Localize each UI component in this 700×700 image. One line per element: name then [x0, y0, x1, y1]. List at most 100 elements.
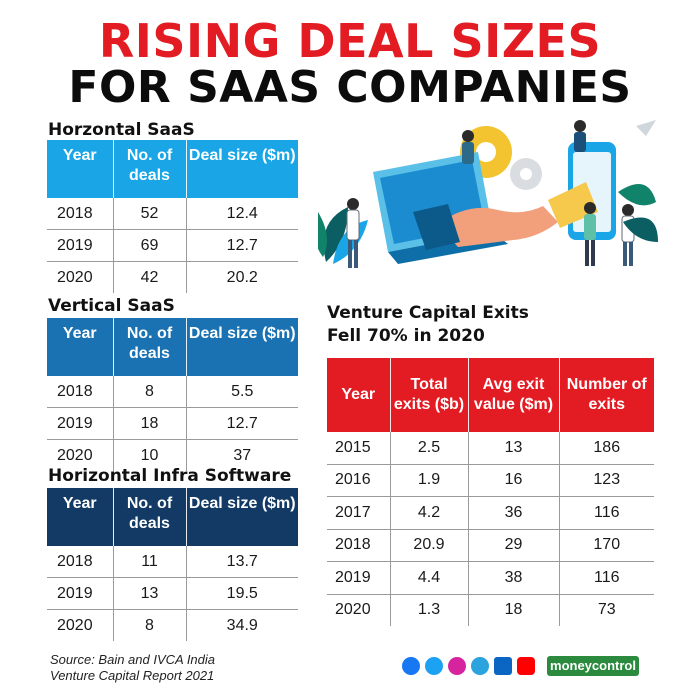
- table-row: 2018 8 5.5: [47, 376, 298, 408]
- horizontal-infra-heading: Horizontal Infra Software: [48, 466, 292, 486]
- column-header: Deal size ($m): [186, 318, 298, 376]
- deals-cell: 10: [113, 439, 187, 471]
- year-cell: 2020: [47, 261, 114, 293]
- year-cell: 2019: [47, 229, 114, 262]
- column-header: Number of exits: [559, 358, 654, 432]
- handshake-illustration: [318, 120, 658, 268]
- telegram-icon[interactable]: [471, 657, 489, 675]
- column-header: Year: [327, 358, 391, 432]
- instagram-icon[interactable]: [448, 657, 466, 675]
- deal-size-cell: 12.7: [186, 407, 298, 440]
- table-row: 2018 20.9 29 170: [327, 529, 654, 562]
- horizontal-infra-table: Year No. of deals Deal size ($m) 2018 11…: [47, 488, 298, 641]
- facebook-icon[interactable]: [402, 657, 420, 675]
- year-cell: 2018: [327, 529, 391, 562]
- total-exits-cell: 4.4: [390, 561, 469, 595]
- column-header: Year: [47, 488, 114, 546]
- deals-cell: 11: [113, 546, 187, 578]
- table-row: 2019 69 12.7: [47, 229, 298, 262]
- year-cell: 2020: [47, 439, 114, 471]
- source-line-1: Source: Bain and IVCA India: [50, 652, 216, 667]
- total-exits-cell: 1.3: [390, 594, 469, 626]
- youtube-icon[interactable]: [517, 657, 535, 675]
- table-row: 2020 8 34.9: [47, 609, 298, 641]
- page-title-line-1: RISING DEAL SIZES: [98, 14, 602, 68]
- source-line-2: Venture Capital Report 2021: [50, 668, 215, 683]
- table-row: 2020 42 20.2: [47, 261, 298, 293]
- horizontal-saas-table: Year No. of deals Deal size ($m) 2018 52…: [47, 140, 298, 293]
- column-header: Total exits ($b): [390, 358, 469, 432]
- source-note: Source: Bain and IVCA India Venture Capi…: [50, 652, 215, 684]
- table-row: 2019 13 19.5: [47, 577, 298, 610]
- year-cell: 2020: [47, 609, 114, 641]
- venture-exits-heading: Venture Capital Exits Fell 70% in 2020: [327, 302, 529, 348]
- table-row: 2016 1.9 16 123: [327, 464, 654, 497]
- table-row: 2017 4.2 36 116: [327, 496, 654, 530]
- table-row: 2018 11 13.7: [47, 546, 298, 578]
- deal-size-cell: 19.5: [186, 577, 298, 610]
- column-header: Year: [47, 140, 114, 198]
- deal-size-cell: 34.9: [226, 616, 258, 634]
- avg-exit-value-cell: 36: [468, 496, 560, 530]
- avg-exit-value-cell: 38: [468, 561, 560, 595]
- table-row: 2019 4.4 38 116: [327, 561, 654, 595]
- column-header: No. of deals: [113, 140, 187, 198]
- column-header: Deal size ($m): [186, 488, 298, 546]
- deals-cell: 18: [113, 407, 187, 440]
- year-cell: 2020: [327, 594, 391, 626]
- twitter-icon[interactable]: [425, 657, 443, 675]
- deal-size-cell: 12.7: [186, 229, 298, 262]
- total-exits-cell: 4.2: [390, 496, 469, 530]
- column-header: Avg exit value ($m): [468, 358, 560, 432]
- deal-size-cell: 12.4: [186, 198, 298, 230]
- venture-exits-heading-line-2: Fell 70% in 2020: [327, 326, 485, 346]
- year-cell: 2019: [47, 577, 114, 610]
- table-row: 2018 52 12.4: [47, 198, 298, 230]
- avg-exit-value-cell: 13: [468, 432, 560, 465]
- venture-exits-heading-line-1: Venture Capital Exits: [327, 303, 529, 323]
- vertical-saas-table: Year No. of deals Deal size ($m) 2018 8 …: [47, 318, 298, 471]
- avg-exit-value-cell: 29: [468, 529, 560, 562]
- deal-size-cell: 20.2: [226, 268, 258, 286]
- total-exits-cell: 20.9: [390, 529, 469, 562]
- plant-leaves-left: [318, 207, 368, 264]
- linkedin-icon[interactable]: [494, 657, 512, 675]
- number-of-exits-cell: 116: [559, 561, 654, 595]
- deal-size-cell: 37: [233, 446, 252, 464]
- deals-cell: 13: [113, 577, 187, 610]
- moneycontrol-logo: moneycontrol: [547, 656, 639, 676]
- table-row: 2019 18 12.7: [47, 407, 298, 440]
- venture-exits-table: Year Total exits ($b) Avg exit value ($m…: [327, 358, 654, 626]
- total-exits-cell: 1.9: [390, 464, 469, 497]
- year-cell: 2015: [327, 432, 391, 465]
- number-of-exits-cell: 123: [559, 464, 654, 497]
- horizontal-saas-heading: Horzontal SaaS: [48, 120, 195, 140]
- deals-cell: 69: [113, 229, 187, 262]
- column-header: Deal size ($m): [186, 140, 298, 198]
- number-of-exits-cell: 186: [559, 432, 654, 465]
- table-row: 2015 2.5 13 186: [327, 432, 654, 465]
- year-cell: 2017: [327, 496, 391, 530]
- column-header: No. of deals: [113, 318, 187, 376]
- number-of-exits-cell: 116: [559, 496, 654, 530]
- avg-exit-value-cell: 18: [468, 594, 560, 626]
- total-exits-cell: 2.5: [390, 432, 469, 465]
- year-cell: 2018: [47, 198, 114, 230]
- number-of-exits-cell: 170: [559, 529, 654, 562]
- number-of-exits-cell: 73: [597, 601, 616, 619]
- deals-cell: 8: [113, 609, 187, 641]
- deals-cell: 8: [113, 376, 187, 408]
- deal-size-cell: 13.7: [186, 546, 298, 578]
- year-cell: 2019: [47, 407, 114, 440]
- year-cell: 2018: [47, 376, 114, 408]
- plant-leaves-right: [618, 184, 658, 242]
- table-row: 2020 10 37: [47, 439, 298, 471]
- deals-cell: 42: [113, 261, 187, 293]
- page-title-line-2: FOR SAAS COMPANIES: [68, 62, 632, 113]
- column-header: No. of deals: [113, 488, 187, 546]
- deal-size-cell: 5.5: [186, 376, 298, 408]
- vertical-saas-heading: Vertical SaaS: [48, 296, 175, 316]
- year-cell: 2018: [47, 546, 114, 578]
- column-header: Year: [47, 318, 114, 376]
- year-cell: 2016: [327, 464, 391, 497]
